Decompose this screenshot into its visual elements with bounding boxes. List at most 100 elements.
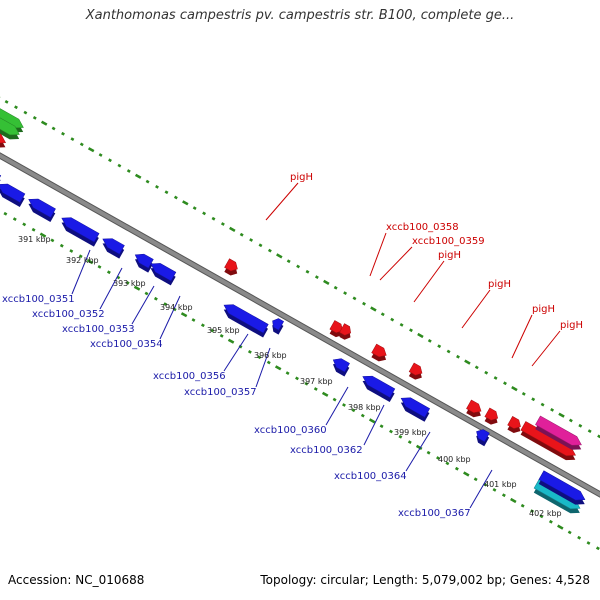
- forward-gene-label[interactable]: pigH: [532, 304, 555, 315]
- gene-arrow-body[interactable]: [224, 258, 240, 274]
- reverse-gene-label[interactable]: xccb100_0354: [90, 339, 163, 350]
- forward-gene-arrow[interactable]: [328, 320, 347, 339]
- label-leader-line: [131, 285, 155, 325]
- gene-arrow-body[interactable]: [59, 214, 100, 243]
- label-leader-line: [363, 404, 385, 446]
- forward-gene-arrow[interactable]: [483, 407, 502, 427]
- forward-gene-arrow[interactable]: [338, 323, 355, 342]
- gene-arrow-body[interactable]: [408, 362, 424, 378]
- gene-arrow-body[interactable]: [0, 180, 26, 203]
- gene-arrow-body[interactable]: [399, 394, 431, 418]
- track-dot: [266, 360, 271, 365]
- gene-features[interactable]: [0, 99, 589, 518]
- track-dot: [182, 200, 189, 206]
- reverse-gene-arrow[interactable]: [537, 470, 589, 509]
- reverse-gene-label[interactable]: xccb100_0362: [290, 445, 363, 456]
- gene-arrow-body[interactable]: [474, 427, 490, 443]
- reverse-gene-arrow[interactable]: [57, 214, 100, 247]
- gene-arrow-body[interactable]: [26, 195, 56, 218]
- forward-gene-arrow[interactable]: [533, 415, 585, 454]
- gene-arrow-body[interactable]: [466, 399, 483, 416]
- reverse-gene-arrow[interactable]: [0, 180, 27, 207]
- forward-gene-arrow[interactable]: [506, 416, 525, 435]
- track-dot: [578, 423, 583, 428]
- reverse-gene-arrow[interactable]: [358, 372, 396, 403]
- gene-arrow-body[interactable]: [507, 416, 523, 431]
- track-dot: [540, 402, 545, 407]
- reverse-gene-label[interactable]: xccb100_0351: [2, 294, 75, 305]
- reverse-gene-label[interactable]: xccb100_0353: [62, 324, 135, 335]
- gene-arrow-body[interactable]: [360, 372, 396, 398]
- gene-arrow-body[interactable]: [331, 355, 350, 373]
- track-dot: [144, 291, 149, 296]
- track-dot: [4, 100, 9, 104]
- track-dot: [86, 258, 94, 265]
- reverse-gene-label[interactable]: xccb100_0356: [153, 371, 226, 382]
- track-dot: [521, 392, 526, 396]
- forward-gene-label[interactable]: xccb100_0358: [386, 222, 459, 233]
- reverse-gene-arrow[interactable]: [268, 317, 285, 335]
- track-dot: [249, 238, 254, 242]
- reverse-gene-arrow[interactable]: [146, 259, 177, 286]
- forward-gene-arrow[interactable]: [223, 258, 242, 278]
- track-dot: [595, 546, 600, 551]
- track-dot: [368, 418, 376, 424]
- dotted-tracks: [0, 93, 600, 551]
- track-dot: [40, 120, 48, 126]
- gene-arrow-body[interactable]: [329, 320, 345, 335]
- forward-gene-arrow[interactable]: [0, 106, 24, 144]
- label-leader-line: [461, 289, 491, 329]
- track-dot: [313, 387, 318, 391]
- gene-arrow-body[interactable]: [339, 323, 354, 338]
- reverse-gene-label[interactable]: xccb100_0357: [184, 387, 257, 398]
- gene-arrow-body[interactable]: [535, 415, 583, 449]
- forward-gene-label[interactable]: xccb100_0359: [412, 236, 485, 247]
- track-dot: [98, 153, 103, 157]
- gene-arrow-body[interactable]: [538, 470, 587, 504]
- track-dot: [567, 530, 572, 535]
- label-leaders: [71, 182, 561, 509]
- track-dot: [3, 211, 8, 216]
- forward-gene-arrow[interactable]: [0, 123, 10, 152]
- forward-gene-label[interactable]: pigH: [488, 279, 511, 290]
- track-dot: [78, 254, 83, 259]
- reverse-gene-arrow[interactable]: [98, 235, 126, 259]
- gene-arrow-body[interactable]: [133, 251, 154, 269]
- track-dot: [87, 147, 95, 153]
- gene-arrow-body[interactable]: [270, 317, 285, 331]
- reverse-gene-label[interactable]: xccb100_0352: [32, 309, 105, 320]
- forward-gene-arrow[interactable]: [370, 343, 391, 364]
- track-dot: [117, 163, 122, 168]
- track-dot: [219, 334, 224, 338]
- forward-gene-label[interactable]: pigH: [290, 172, 313, 183]
- gene-arrow-body[interactable]: [371, 343, 389, 360]
- reverse-gene-label[interactable]: xccb100_0364: [334, 471, 407, 482]
- gene-arrow-body[interactable]: [484, 407, 500, 423]
- forward-gene-label[interactable]: pigH: [438, 250, 461, 261]
- gene-arrow-body[interactable]: [100, 235, 125, 255]
- gene-arrow-body[interactable]: [0, 99, 26, 132]
- forward-gene-arrow[interactable]: [464, 399, 485, 420]
- label-leader-line: [99, 267, 123, 310]
- reverse-gene-arrow[interactable]: [397, 394, 432, 422]
- gene-arrow-body[interactable]: [148, 259, 177, 282]
- reverse-gene-arrow[interactable]: [220, 301, 270, 338]
- reverse-gene-label[interactable]: xccb100_0367: [398, 508, 471, 519]
- reverse-gene-arrow[interactable]: [472, 427, 491, 447]
- reverse-gene-arrow[interactable]: [131, 251, 155, 273]
- reverse-gene-label[interactable]: xccb100_0360: [254, 425, 327, 436]
- track-dot: [501, 493, 506, 498]
- reverse-gene-arrow[interactable]: [329, 355, 352, 377]
- forward-gene-arrow[interactable]: [407, 362, 426, 382]
- track-dot: [155, 185, 159, 189]
- reverse-gene-arrow[interactable]: [24, 195, 57, 222]
- forward-gene-label[interactable]: pigH: [560, 320, 583, 331]
- gene-arrow-body[interactable]: [0, 123, 8, 147]
- track-dot: [126, 169, 131, 173]
- track-dot: [464, 359, 471, 365]
- track-dot: [511, 385, 518, 392]
- gene-arrow-body[interactable]: [222, 301, 269, 334]
- gene-arrow-body[interactable]: [0, 106, 22, 139]
- track-dot: [417, 332, 424, 339]
